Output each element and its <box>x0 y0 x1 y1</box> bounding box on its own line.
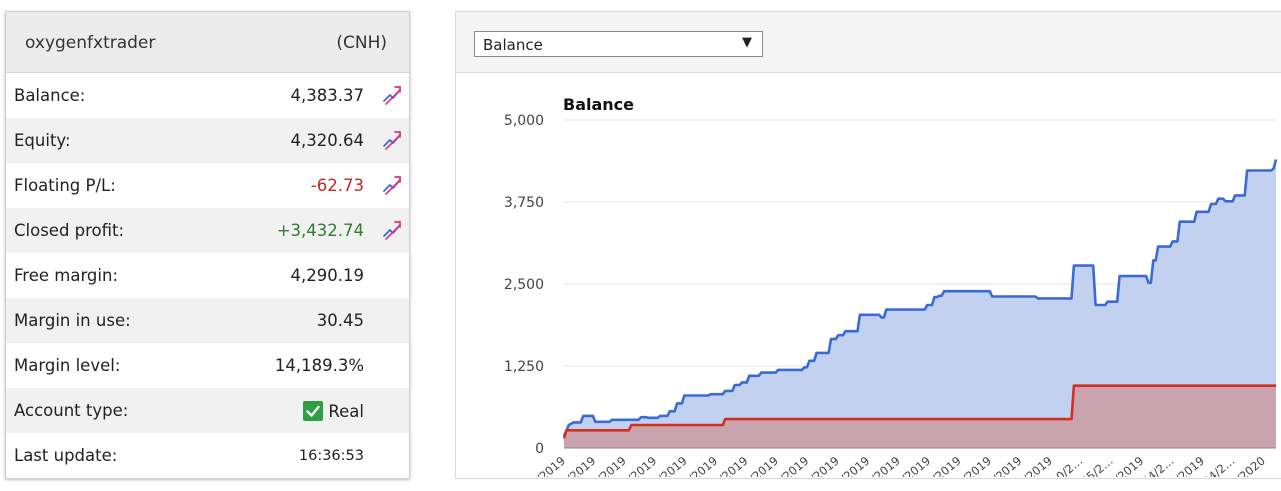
account-type-text: Real <box>328 402 364 421</box>
row-label: Free margin: <box>14 266 119 285</box>
account-row: Last update: 16:36:53 <box>6 433 409 478</box>
row-value: 14,189.3% <box>274 356 364 375</box>
y-tick-label: 5,000 <box>504 113 544 129</box>
account-row: Equity: 4,320.64 <box>6 118 409 163</box>
account-row: Margin level: 14,189.3% <box>6 343 409 388</box>
account-panel: oxygenfxtrader (CNH) Balance: 4,383.37 Equ… <box>5 11 410 479</box>
account-name: oxygenfxtrader <box>25 33 156 53</box>
account-row: Account type: Real <box>6 388 409 433</box>
row-label: Balance: <box>14 86 86 105</box>
account-row: Balance: 4,383.37 <box>6 73 409 118</box>
line-chart-icon[interactable] <box>381 174 403 196</box>
account-row: Free margin: 4,290.19 <box>6 253 409 298</box>
row-label: Margin in use: <box>14 311 131 330</box>
line-chart-icon[interactable] <box>381 84 403 106</box>
row-value: 16:36:53 <box>298 448 364 464</box>
dropdown-arrow-icon: ▼ <box>742 35 752 50</box>
y-tick-label: 3,750 <box>504 195 544 211</box>
row-label: Equity: <box>14 131 71 150</box>
x-tick-label: 1/28/2019 <box>514 454 568 477</box>
chart-toolbar: Balance ▼ <box>456 12 1281 73</box>
row-value: 4,290.19 <box>290 266 364 285</box>
row-label: Margin level: <box>14 356 121 375</box>
account-row: Closed profit: +3,432.74 <box>6 208 409 253</box>
account-row: Margin in use: 30.45 <box>6 298 409 343</box>
row-label: Closed profit: <box>14 221 125 240</box>
row-value: 4,320.64 <box>290 131 364 150</box>
chart-type-selected: Balance <box>483 36 543 54</box>
row-label: Last update: <box>14 446 118 465</box>
row-value: -62.73 <box>310 176 364 195</box>
account-currency: (CNH) <box>336 33 387 53</box>
y-tick-label: 2,500 <box>504 277 544 293</box>
row-value: Real <box>303 401 364 421</box>
account-row: Floating P/L: -62.73 <box>6 163 409 208</box>
deposit-area <box>564 385 1276 448</box>
row-label: Account type: <box>14 401 129 420</box>
row-value: +3,432.74 <box>276 221 364 240</box>
balance-area <box>564 159 1276 448</box>
row-value: 4,383.37 <box>290 86 364 105</box>
row-label: Floating P/L: <box>14 176 116 195</box>
chart-type-select[interactable]: Balance ▼ <box>474 31 763 57</box>
deposit-line <box>562 384 1276 439</box>
line-chart-icon[interactable] <box>381 219 403 241</box>
line-chart-icon[interactable] <box>381 129 403 151</box>
account-details-list: Balance: 4,383.37 Equity: 4,320.64 Floating … <box>6 73 409 478</box>
balance-line <box>562 159 1278 437</box>
balance-chart: 01,2502,5003,7505,000Balance1/28/20192/1… <box>504 95 1278 477</box>
chart-title: Balance <box>563 95 634 114</box>
account-header: oxygenfxtrader (CNH) <box>6 12 409 73</box>
chart-panel: Balance ▼ 0 1,250 2,500 3,750 5,000 Balance 1/… <box>455 11 1281 479</box>
y-tick-label: 0 <box>535 441 544 457</box>
checkmark-icon <box>303 401 324 421</box>
y-tick-label: 1,250 <box>504 359 544 375</box>
row-value: 30.45 <box>316 311 364 330</box>
